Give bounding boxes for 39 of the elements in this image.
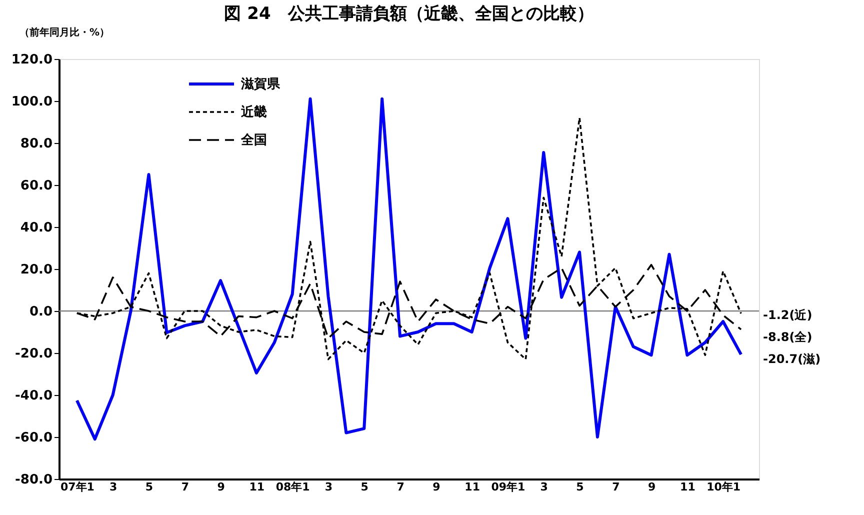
y-tick-label: 80.0 (20, 136, 52, 152)
legend-label: 近畿 (240, 104, 267, 120)
y-tick-label: 100.0 (11, 94, 52, 110)
x-tick-label: 09年1 (491, 480, 526, 494)
x-tick-label: 11 (680, 480, 696, 494)
legend-label: 全国 (240, 133, 267, 148)
x-tick-label: 7 (396, 480, 404, 494)
text: -1.2(近) (763, 308, 812, 322)
x-tick-label: 5 (360, 480, 368, 494)
x-tick-label: 3 (110, 480, 118, 494)
x-tick-label: 9 (648, 480, 656, 494)
y-tick-label: 40.0 (20, 220, 52, 236)
chart-title: 図 24 公共工事請負額（近畿、全国との比較） (224, 4, 594, 24)
x-tick-label: 7 (612, 480, 620, 494)
y-tick-label: -20.0 (15, 346, 52, 362)
x-tick-label: 9 (432, 480, 440, 494)
legend-label: 滋賀県 (240, 77, 281, 92)
x-tick-label: 5 (576, 480, 584, 494)
x-tick-label: 10年1 (706, 480, 741, 494)
x-tick-label: 11 (464, 480, 480, 494)
y-tick-label: 60.0 (20, 178, 52, 194)
x-tick-label: 3 (540, 480, 548, 494)
y-axis-title: （前年同月比・%） (20, 26, 110, 38)
y-tick-label: 20.0 (20, 262, 52, 278)
x-tick-label: 7 (181, 480, 189, 494)
x-tick-label: 9 (217, 480, 225, 494)
y-tick-label: -60.0 (15, 430, 52, 446)
x-tick-label: 08年1 (276, 480, 310, 494)
line-series (75, 97, 743, 441)
text: -8.8(全) (763, 330, 812, 344)
y-tick-label: -80.0 (15, 472, 52, 488)
x-tick-label: 11 (249, 480, 265, 494)
y-tick-label: 0.0 (29, 304, 52, 320)
x-tick-label: 3 (324, 480, 333, 494)
x-tick-label: 07年1 (60, 480, 94, 494)
y-tick-label: -40.0 (15, 388, 52, 404)
text: -20.7(滋) (763, 352, 821, 366)
y-tick-label: 120.0 (11, 52, 52, 68)
x-tick-label: 5 (145, 480, 154, 494)
